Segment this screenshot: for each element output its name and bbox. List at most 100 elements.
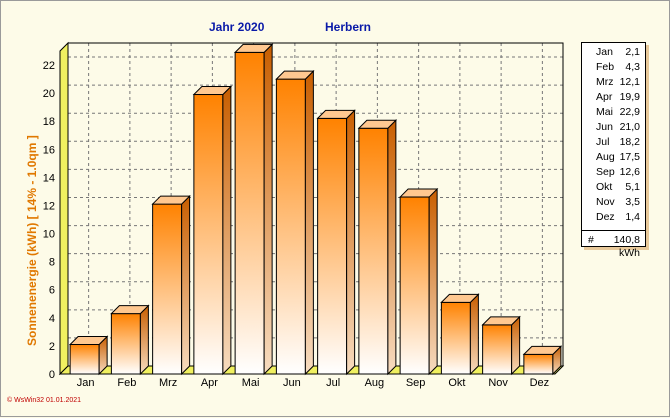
bar-cap: [275, 70, 315, 80]
bar-cap: [398, 188, 439, 198]
legend-value: 22,9: [619, 106, 640, 118]
legend-value: 12,6: [619, 166, 640, 178]
bar-apr: [192, 85, 233, 376]
bar-front: [152, 203, 183, 375]
legend-value: 1,4: [625, 211, 640, 223]
bar-side: [139, 304, 149, 376]
legend-month: Nov: [596, 196, 615, 208]
bar-cap: [68, 336, 109, 346]
y-tick-label: 0: [49, 369, 55, 381]
legend-row-jan: Jan 2,1: [582, 45, 645, 60]
chart-title: Jahr 2020: [209, 20, 265, 34]
bar-cap: [192, 86, 233, 96]
bar-cap: [316, 109, 356, 119]
legend-value: 3,5: [625, 196, 640, 208]
x-tick-label: Apr: [201, 377, 218, 389]
y-tick-label: 20: [43, 88, 55, 100]
legend-month: Feb: [596, 61, 615, 73]
bar-cap: [522, 345, 563, 355]
y-tick-label: 8: [49, 257, 55, 269]
y-tick-label: 18: [43, 116, 55, 128]
y-tick-label: 12: [43, 200, 55, 212]
legend-row-nov: Nov 3,5: [582, 195, 645, 210]
legend-value: 2,1: [625, 46, 640, 58]
bar-front: [110, 313, 141, 375]
x-tick-label: Jun: [283, 377, 301, 389]
legend-row-okt: Okt 5,1: [582, 180, 645, 195]
credit-text: © WsWin32 01.01.2021: [7, 396, 81, 404]
bar-jan: [68, 335, 109, 376]
value-legend: Jan 2,1 Feb 4,3 Mrz 12,1 Apr 19,9 Mai 22,9 Jun 21,0…: [581, 42, 646, 259]
bar-cap: [481, 316, 521, 326]
y-tick-label: 22: [43, 60, 55, 72]
legend-row-mrz: Mrz 12,1: [582, 75, 645, 90]
legend-row-sep: Sep 12,6: [582, 165, 645, 180]
legend-month: Aug: [596, 151, 615, 163]
x-tick-label: Aug: [365, 377, 385, 389]
x-tick-label: Feb: [117, 377, 136, 389]
bar-dez: [522, 345, 563, 376]
bar-cap: [233, 43, 274, 53]
x-tick-label: Nov: [488, 377, 508, 389]
chart-subtitle: Herbern: [325, 20, 371, 34]
y-tick-labels: 0 2 4 6 8 10 12 14 16 18 20 22: [43, 60, 55, 381]
bar-front: [440, 301, 471, 375]
bar-nov: [481, 315, 521, 376]
bar-side: [304, 69, 314, 376]
bar-front: [317, 117, 348, 375]
bar-side: [511, 315, 521, 376]
legend-month: Apr: [596, 91, 613, 103]
legend-month: Mrz: [596, 76, 614, 88]
x-tick-label: Okt: [448, 377, 465, 389]
legend-value: 19,9: [619, 91, 640, 103]
legend-value: 4,3: [625, 61, 640, 73]
bar-side: [428, 187, 438, 376]
bar-side: [387, 119, 397, 376]
x-tick-labels: Jan Feb Mrz Apr Mai Jun Jul Aug Sep Okt Nov Dez: [77, 377, 549, 389]
bar-front: [193, 94, 224, 375]
legend-value: 21,0: [619, 121, 640, 133]
bar-jun: [275, 69, 315, 376]
legend-value: 5,1: [625, 181, 640, 193]
bar-side: [346, 109, 356, 376]
x-tick-label: Jul: [326, 377, 340, 389]
bar-side: [469, 293, 479, 376]
x-tick-label: Mrz: [159, 377, 177, 389]
legend-row-apr: Apr 19,9: [582, 90, 645, 105]
y-tick-label: 10: [43, 229, 55, 241]
bar-cap: [110, 305, 150, 315]
bar-side: [263, 43, 273, 376]
y-tick-label: 2: [49, 341, 55, 353]
legend-row-mai: Mai 22,9: [582, 105, 645, 120]
legend-value: 12,1: [619, 76, 640, 88]
grid-lines: [68, 43, 563, 366]
legend-month: Sep: [596, 166, 615, 178]
bar-side: [222, 85, 232, 376]
y-tick-label: 16: [43, 144, 55, 156]
y-tick-label: 14: [43, 172, 55, 184]
legend-row-jul: Jul 18,2: [582, 135, 645, 150]
legend-month: Dez: [596, 211, 615, 223]
bar-front: [234, 51, 265, 375]
y-axis-label: Sonnenenergie (kWh) [ 14% - 1.0qm ]: [25, 135, 39, 346]
legend-rows: Jan 2,1 Feb 4,3 Mrz 12,1 Apr 19,9 Mai 22,9 Jun 21,0…: [582, 43, 645, 225]
bar-sep: [398, 187, 439, 376]
bar-cap: [440, 293, 480, 303]
legend-month: Okt: [596, 181, 613, 193]
bar-mrz: [151, 194, 191, 376]
legend-total: # 140,8: [582, 234, 645, 247]
legend-row-feb: Feb 4,3: [582, 60, 645, 75]
legend-value: 18,2: [619, 136, 640, 148]
bar-okt: [440, 293, 480, 376]
bar-feb: [110, 304, 150, 376]
y-tick-label: 6: [49, 285, 55, 297]
bar-front: [399, 196, 430, 375]
x-tick-label: Mai: [242, 377, 260, 389]
bar-jul: [316, 109, 356, 376]
legend-row-aug: Aug 17,5: [582, 150, 645, 165]
axes: [58, 41, 565, 376]
x-tick-label: Jan: [77, 377, 95, 389]
bar-front: [523, 353, 554, 375]
